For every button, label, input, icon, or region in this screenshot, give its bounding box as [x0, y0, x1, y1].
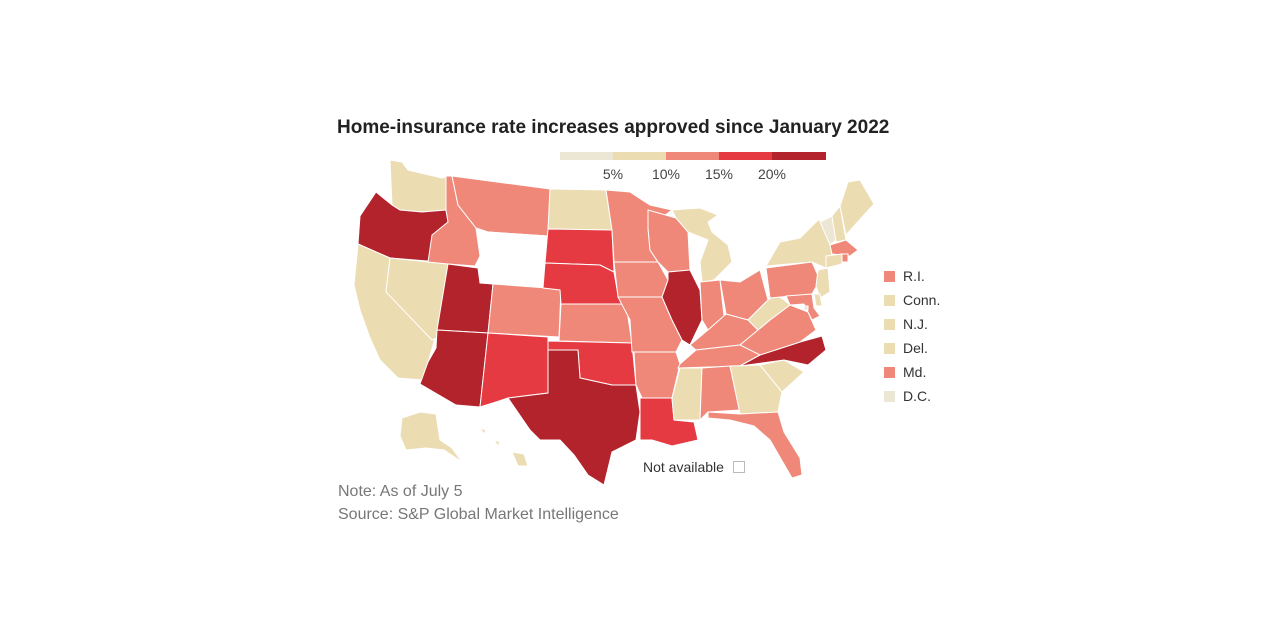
legend-label: Md.	[903, 364, 927, 380]
swatch	[884, 270, 895, 282]
source-text: Source: S&P Global Market Intelligence	[338, 506, 619, 523]
legend-item-nj: N.J.	[884, 312, 940, 336]
state-PA[interactable]	[765, 261, 821, 299]
swatch	[884, 390, 895, 402]
legend-label: N.J.	[903, 316, 928, 332]
state-WA[interactable]	[389, 159, 451, 213]
state-WY[interactable]	[479, 231, 547, 289]
swatch	[884, 366, 895, 378]
state-IA[interactable]	[613, 261, 669, 298]
footnote: Note: As of July 5 Source: S&P Global Ma…	[338, 480, 619, 526]
state-CO[interactable]	[487, 283, 562, 338]
state-GA[interactable]	[729, 364, 783, 415]
not-available-swatch	[732, 461, 745, 473]
legend-label: Conn.	[903, 292, 941, 308]
note-text: Note: As of July 5	[338, 483, 463, 500]
legend-label: D.C.	[903, 388, 931, 404]
state-KS[interactable]	[558, 303, 633, 344]
state-AR[interactable]	[633, 351, 681, 399]
state-AK[interactable]	[399, 411, 463, 463]
state-DE[interactable]	[813, 293, 823, 307]
state-ND[interactable]	[547, 188, 613, 231]
not-available-legend: Not available	[643, 459, 745, 475]
state-RI[interactable]	[841, 253, 849, 263]
state-WV[interactable]	[747, 294, 791, 331]
state-SC[interactable]	[759, 359, 805, 393]
legend-item-md: Md.	[884, 360, 940, 384]
not-available-label: Not available	[643, 459, 724, 475]
state-DC[interactable]	[803, 305, 809, 311]
legend-item-del: Del.	[884, 336, 940, 360]
state-FL[interactable]	[707, 411, 803, 479]
chart-title: Home-insurance rate increases approved s…	[337, 117, 890, 138]
legend-item-conn: Conn.	[884, 288, 940, 312]
legend-label: Del.	[903, 340, 928, 356]
swatch	[884, 318, 895, 330]
state-IL[interactable]	[661, 269, 703, 346]
legend-item-ri: R.I.	[884, 264, 940, 288]
state-ME[interactable]	[839, 179, 875, 237]
state-NJ[interactable]	[815, 267, 831, 299]
state-HI[interactable]	[478, 427, 529, 467]
state-MA[interactable]	[829, 239, 859, 257]
state-MI[interactable]	[671, 207, 733, 283]
small-states-legend: R.I. Conn. N.J. Del. Md. D.C.	[884, 264, 940, 408]
state-AL[interactable]	[699, 365, 741, 422]
state-TX[interactable]	[507, 349, 641, 486]
state-MD[interactable]	[785, 293, 821, 321]
swatch	[884, 342, 895, 354]
state-CT[interactable]	[825, 253, 843, 269]
swatch	[884, 294, 895, 306]
legend-item-dc: D.C.	[884, 384, 940, 408]
legend-label: R.I.	[903, 268, 925, 284]
state-MS[interactable]	[671, 367, 703, 421]
